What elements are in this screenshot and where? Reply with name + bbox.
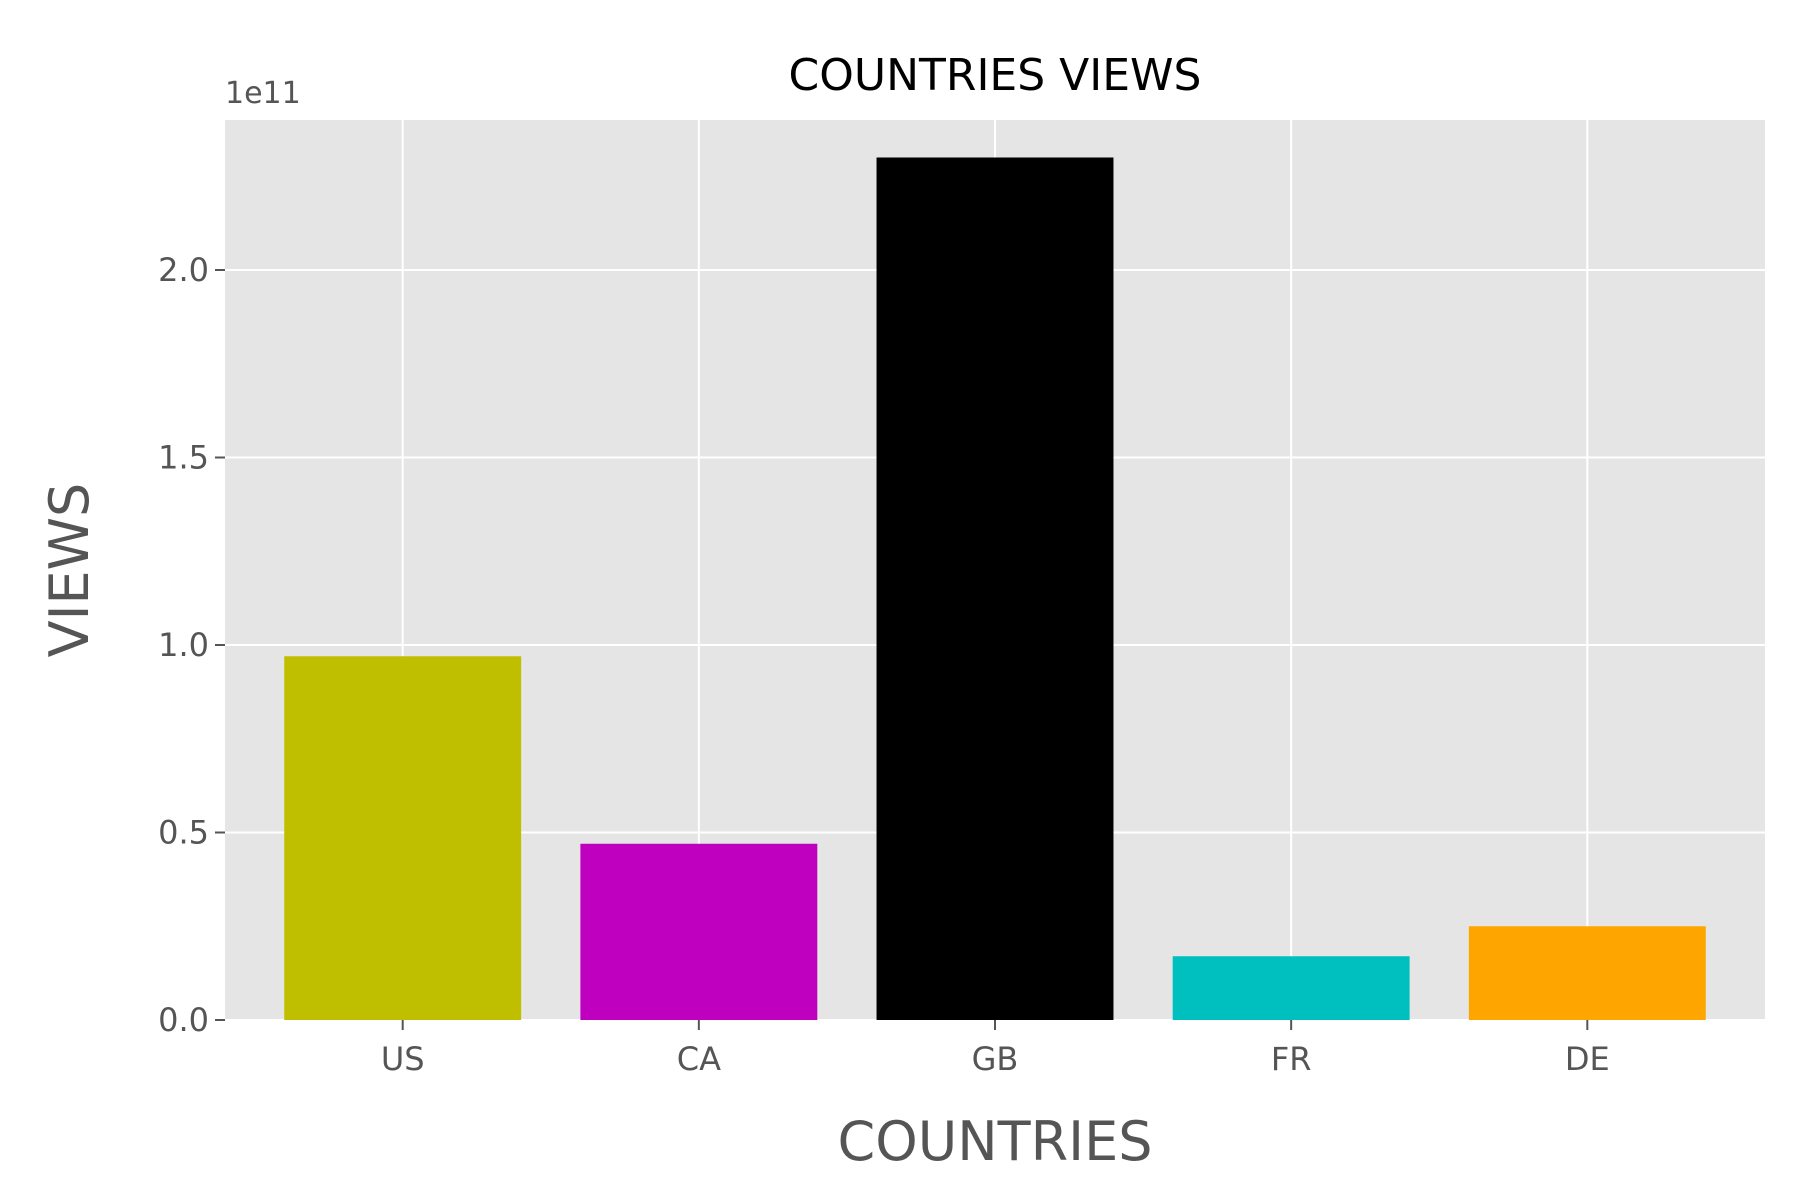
y-tick-label: 1.0 — [158, 626, 209, 664]
x-tick-label: DE — [1565, 1040, 1610, 1078]
chart-title: COUNTRIES VIEWS — [789, 50, 1202, 101]
x-tick-label: US — [381, 1040, 425, 1078]
x-tick-label: CA — [677, 1040, 721, 1078]
bar-gb — [877, 158, 1114, 1021]
y-axis-label: VIEWS — [38, 483, 101, 658]
bar-ca — [580, 844, 817, 1020]
x-axis-label: COUNTRIES — [838, 1110, 1153, 1173]
y-tick-label: 2.0 — [158, 251, 209, 289]
bar-fr — [1173, 956, 1410, 1020]
x-tick-label: GB — [972, 1040, 1019, 1078]
y-tick-label: 0.0 — [158, 1001, 209, 1039]
y-tick-label: 1.5 — [158, 439, 209, 477]
bar-de — [1469, 926, 1706, 1020]
y-axis-offset-label: 1e11 — [225, 76, 301, 111]
y-axis-ticks: 0.0 0.5 1.0 1.5 2.0 — [158, 251, 225, 1039]
x-axis-ticks: US CA GB FR DE — [381, 1020, 1610, 1078]
bar-us — [284, 656, 521, 1020]
x-tick-label: FR — [1271, 1040, 1312, 1078]
y-tick-label: 0.5 — [158, 814, 209, 852]
